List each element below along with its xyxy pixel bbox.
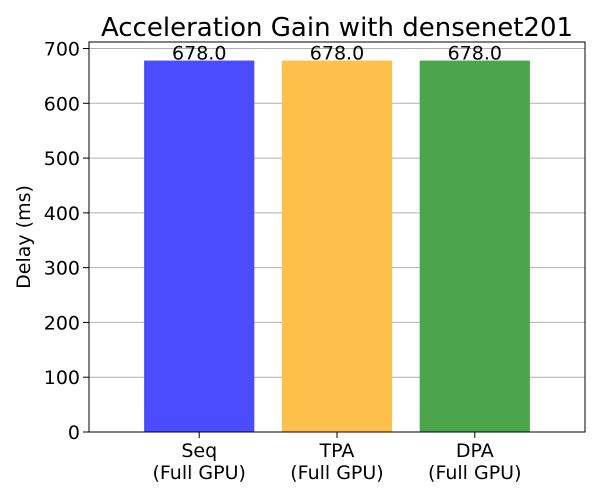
y-tick-label: 500 xyxy=(44,148,80,170)
y-axis-ticks: 0 100 200 300 400 500 600 700 xyxy=(44,39,89,444)
x-tick-label-line: (Full GPU) xyxy=(428,462,521,484)
x-tick-label: DPA (Full GPU) xyxy=(428,440,521,484)
data-labels: 678.0 678.0 678.0 xyxy=(172,43,502,65)
x-tick-label-line: DPA xyxy=(456,440,494,462)
y-tick-label: 300 xyxy=(44,258,80,280)
bars xyxy=(144,60,530,432)
bar xyxy=(144,60,255,432)
x-tick-label: Seq (Full GPU) xyxy=(152,440,245,484)
y-tick-label: 600 xyxy=(44,93,80,115)
chart-title: Acceleration Gain with densenet201 xyxy=(101,13,573,43)
bar-value-label: 678.0 xyxy=(448,43,502,65)
bar xyxy=(419,60,530,432)
y-tick-label: 700 xyxy=(44,39,80,61)
y-tick-label: 200 xyxy=(44,312,80,334)
x-tick-label-line: (Full GPU) xyxy=(290,462,383,484)
y-tick-label: 400 xyxy=(44,203,80,225)
x-axis-ticks: Seq (Full GPU)TPA (Full GPU)DPA (Full GPU) xyxy=(152,432,522,484)
x-tick-label-line: (Full GPU) xyxy=(152,462,245,484)
x-tick-label-line: TPA xyxy=(319,440,355,462)
x-tick-label-line: Seq xyxy=(181,440,217,462)
y-tick-label: 100 xyxy=(44,367,80,389)
y-axis-label: Delay (ms) xyxy=(13,185,35,289)
x-tick-label: TPA (Full GPU) xyxy=(290,440,383,484)
bar-value-label: 678.0 xyxy=(310,43,364,65)
bar xyxy=(281,60,393,432)
y-tick-label: 0 xyxy=(68,422,80,444)
bar-value-label: 678.0 xyxy=(172,43,226,65)
